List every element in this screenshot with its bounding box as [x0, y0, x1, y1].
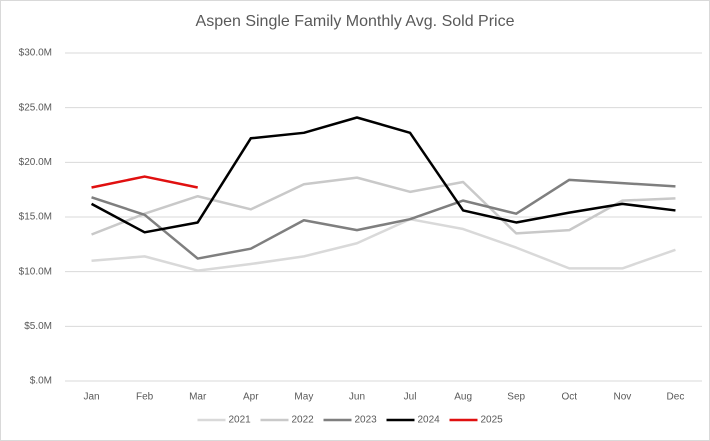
x-tick-label: Jun: [349, 392, 365, 403]
x-tick-label: Aug: [454, 392, 472, 403]
x-tick-label: Feb: [136, 392, 154, 403]
series-line: [91, 178, 676, 260]
y-tick-label: $5.0M: [24, 321, 52, 332]
chart-title: Aspen Single Family Monthly Avg. Sold Pr…: [196, 13, 515, 30]
x-tick-label: Jul: [404, 392, 417, 403]
y-tick-label: $30.0M: [19, 48, 52, 59]
x-tick-label: Jan: [83, 392, 99, 403]
y-tick-label: $10.0M: [19, 266, 52, 277]
series-line: [91, 175, 198, 189]
x-tick-label: Sep: [507, 392, 525, 403]
legend-label: 2025: [481, 415, 504, 426]
x-tick-label: May: [294, 392, 313, 403]
legend-label: 2022: [292, 415, 315, 426]
series-line: [91, 217, 676, 272]
x-tick-label: Oct: [562, 392, 578, 403]
x-tick-label: Nov: [613, 392, 631, 403]
x-tick-label: Dec: [667, 392, 685, 403]
legend-label: 2023: [355, 415, 378, 426]
y-tick-label: $20.0M: [19, 157, 52, 168]
series-line: [90, 116, 676, 234]
y-tick-label: $15.0M: [19, 212, 52, 223]
legend-label: 2021: [229, 415, 252, 426]
y-tick-label: $25.0M: [19, 102, 52, 113]
y-tick-label: $.0M: [30, 376, 52, 387]
legend-label: 2024: [418, 415, 441, 426]
x-tick-label: Apr: [243, 392, 259, 403]
series-line: [91, 176, 676, 236]
x-tick-label: Mar: [189, 392, 207, 403]
